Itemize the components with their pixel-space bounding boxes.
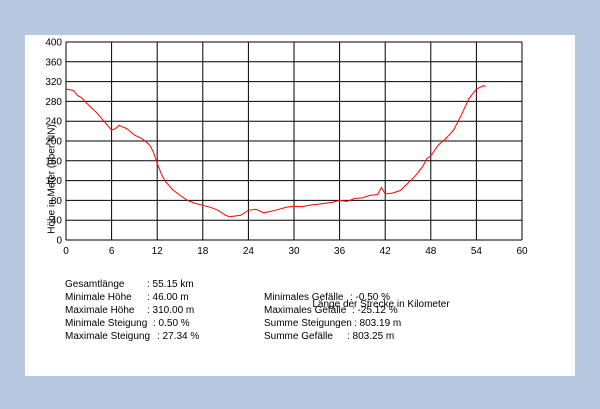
stat-label: Summe Steigungen bbox=[264, 318, 352, 329]
y-tick-labels: 0 40 80 120 160 200 240 280 320 360 400 bbox=[45, 38, 62, 247]
y-tick-label: 240 bbox=[45, 117, 62, 128]
x-axis-label: Länge der Strecke in Kilometer bbox=[312, 299, 450, 310]
stat-value: : 0.50 % bbox=[153, 318, 190, 329]
stat-value: : -25.12 % bbox=[352, 305, 398, 316]
stat-value: : 46.00 m bbox=[147, 292, 189, 303]
stat-label: Summe Gefälle bbox=[264, 331, 333, 342]
x-tick-label: 36 bbox=[334, 246, 346, 257]
y-tick-label: 400 bbox=[45, 38, 62, 49]
stat-value: : 27.34 % bbox=[157, 331, 200, 342]
x-tick-label: 30 bbox=[288, 246, 300, 257]
x-tick-label: 18 bbox=[197, 246, 209, 257]
stat-value: : 310.00 m bbox=[147, 305, 195, 316]
y-tick-label: 160 bbox=[45, 156, 62, 167]
stat-label: Minimale Höhe bbox=[65, 292, 132, 303]
y-tick-label: 0 bbox=[56, 236, 62, 247]
x-tick-label: 24 bbox=[243, 246, 255, 257]
x-tick-label: 12 bbox=[152, 246, 164, 257]
stat-label: Gesamtlänge bbox=[65, 279, 125, 290]
chart-grid bbox=[65, 41, 523, 241]
stat-label: Maximale Steigung bbox=[65, 331, 151, 342]
stat-value: : 803.19 m bbox=[354, 318, 402, 329]
stat-label: Minimale Steigung bbox=[65, 318, 148, 329]
stat-value: : 803.25 m bbox=[347, 331, 395, 342]
y-tick-label: 200 bbox=[45, 137, 62, 148]
x-tick-label: 54 bbox=[471, 246, 483, 257]
x-tick-label: 48 bbox=[425, 246, 437, 257]
x-tick-label: 42 bbox=[380, 246, 392, 257]
elevation-profile-line bbox=[65, 85, 486, 218]
y-tick-label: 280 bbox=[45, 97, 62, 108]
stat-label: Maximales Gefälle bbox=[264, 305, 347, 316]
chart-panel: 0 40 80 120 160 200 240 280 320 360 400 0 6 12 18 24 30… bbox=[25, 35, 575, 376]
x-tick-labels: 0 6 12 18 24 30 36 42 48 54 60 bbox=[63, 246, 528, 257]
stat-label: Maximale Höhe bbox=[65, 305, 135, 316]
y-tick-label: 320 bbox=[45, 77, 62, 88]
y-tick-label: 40 bbox=[51, 216, 63, 227]
x-tick-label: 60 bbox=[516, 246, 528, 257]
y-tick-label: 120 bbox=[45, 176, 62, 187]
stat-value: : -0.50 % bbox=[350, 292, 391, 303]
elevation-chart: 0 40 80 120 160 200 240 280 320 360 400 0 6 12 18 24 30… bbox=[45, 38, 528, 258]
stat-label: Minimales Gefälle bbox=[264, 292, 344, 303]
y-tick-label: 360 bbox=[45, 57, 62, 68]
stat-value: : 55.15 km bbox=[147, 279, 194, 290]
x-tick-label: 0 bbox=[63, 246, 69, 257]
y-tick-label: 80 bbox=[51, 196, 63, 207]
x-tick-label: 6 bbox=[109, 246, 115, 257]
y-axis-label: Höhe in Meter (über NN) bbox=[46, 124, 58, 234]
